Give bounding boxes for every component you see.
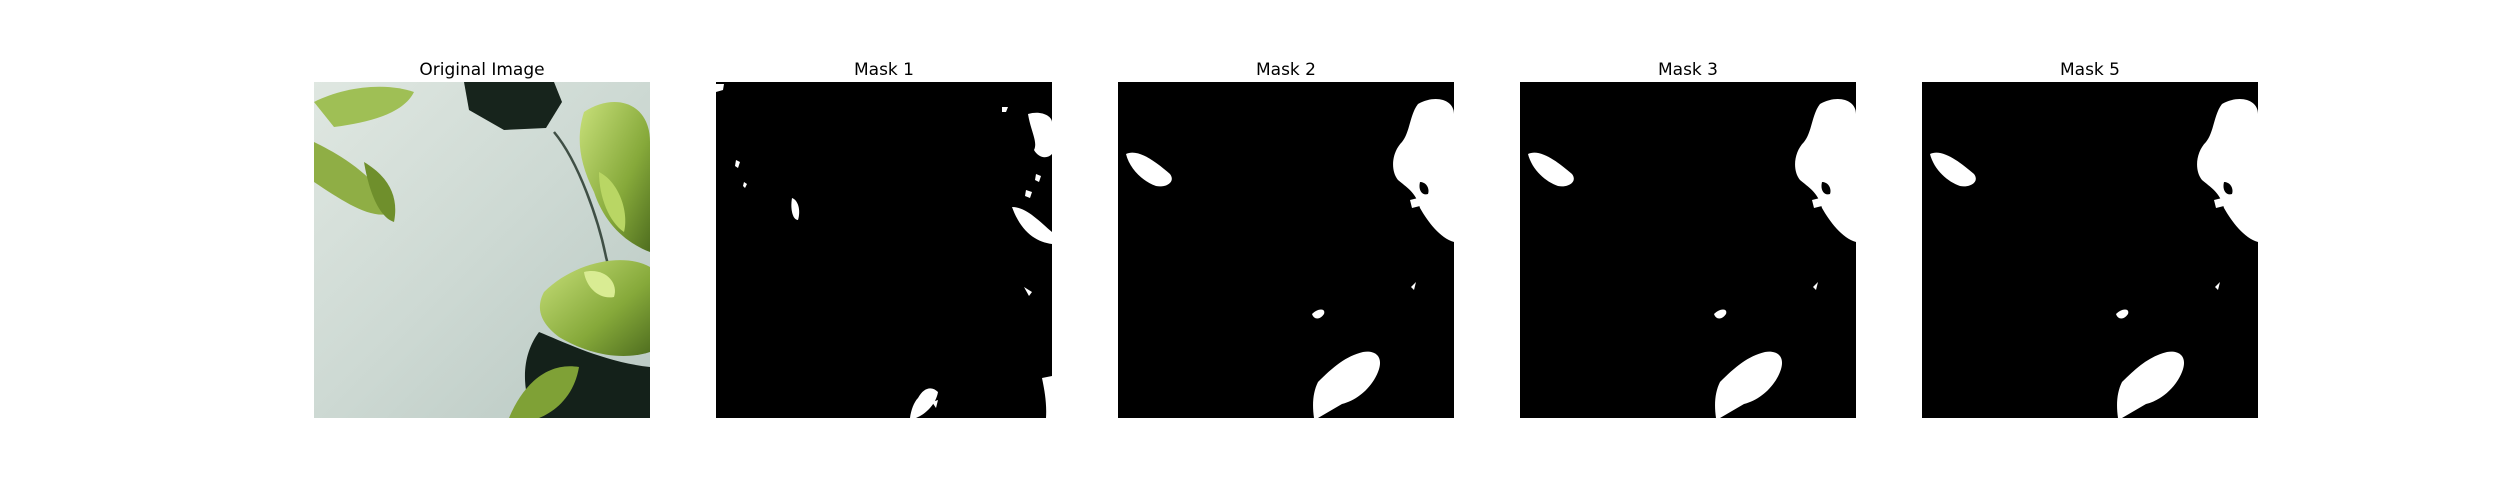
mask-image [716,82,1052,418]
panel-title: Mask 2 [1118,58,1454,82]
mask-background [1520,82,1856,418]
panel-title: Mask 1 [716,58,1052,82]
panel-title: Mask 5 [1922,58,2258,82]
mask-image [1118,82,1454,418]
mask-background [716,82,1052,418]
original-image [314,82,650,418]
mask-image [1922,82,2258,418]
panel-title: Original Image [314,58,650,82]
mask-background [1922,82,2258,418]
panel-title: Mask 3 [1520,58,1856,82]
mask-image [1520,82,1856,418]
panel-mask-2: Mask 2 [1118,58,1454,418]
panel-mask-1: Mask 1 [716,58,1052,418]
panel-original-image: Original Image [314,58,650,418]
panel-mask-5: Mask 5 [1922,58,2258,418]
panel-mask-3: Mask 3 [1520,58,1856,418]
mask-background [1118,82,1454,418]
